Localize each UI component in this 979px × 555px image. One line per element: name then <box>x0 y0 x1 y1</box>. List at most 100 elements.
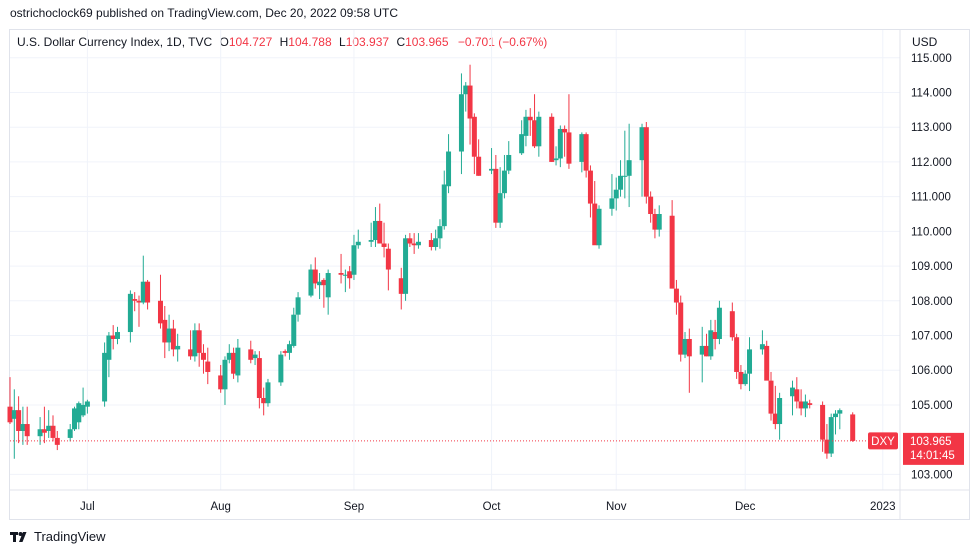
candle[interactable] <box>16 396 22 444</box>
candle[interactable] <box>278 351 284 386</box>
candle[interactable] <box>256 351 262 409</box>
candle[interactable] <box>441 170 447 230</box>
candle[interactable] <box>742 370 748 386</box>
candle[interactable] <box>527 108 533 136</box>
candle[interactable] <box>549 113 555 162</box>
candle[interactable] <box>669 200 675 289</box>
candle[interactable] <box>833 410 839 435</box>
candle[interactable] <box>196 323 202 367</box>
candle[interactable] <box>80 387 86 418</box>
candle[interactable] <box>777 392 783 440</box>
candle[interactable] <box>291 307 297 348</box>
candle[interactable] <box>493 154 499 228</box>
candle[interactable] <box>226 344 232 364</box>
candle[interactable] <box>403 234 409 301</box>
candle[interactable] <box>682 332 688 359</box>
candle[interactable] <box>712 319 718 350</box>
currency-label[interactable]: USD <box>912 35 938 49</box>
candle[interactable] <box>704 333 710 357</box>
candle[interactable] <box>347 266 353 289</box>
candle[interactable] <box>84 399 90 414</box>
candle[interactable] <box>110 325 116 350</box>
candle[interactable] <box>587 165 593 218</box>
candle[interactable] <box>592 181 598 246</box>
candle[interactable] <box>699 326 705 383</box>
candle[interactable] <box>286 340 292 360</box>
candle[interactable] <box>686 328 692 393</box>
candle[interactable] <box>355 229 361 249</box>
candle[interactable] <box>850 412 856 442</box>
candle[interactable] <box>437 219 443 249</box>
candle[interactable] <box>41 406 47 444</box>
candle[interactable] <box>506 141 512 175</box>
candle[interactable] <box>175 333 181 362</box>
candle[interactable] <box>643 122 649 204</box>
candle[interactable] <box>764 340 770 381</box>
candle[interactable] <box>553 146 559 166</box>
candle[interactable] <box>716 300 722 345</box>
candle[interactable] <box>114 326 120 345</box>
candle[interactable] <box>790 380 796 416</box>
candle[interactable] <box>132 292 138 312</box>
candle[interactable] <box>20 406 26 445</box>
time-axis[interactable]: Jul Aug Sep Oct Nov Dec 2023 <box>80 501 896 513</box>
candle[interactable] <box>613 177 619 211</box>
candle[interactable] <box>265 378 271 407</box>
candle[interactable] <box>308 264 314 298</box>
candle[interactable] <box>377 203 383 244</box>
candle[interactable] <box>729 302 735 341</box>
candle[interactable] <box>794 377 800 409</box>
candle[interactable] <box>489 148 495 175</box>
candle[interactable] <box>248 340 254 364</box>
candle[interactable] <box>7 377 13 425</box>
candle[interactable] <box>415 233 421 249</box>
candle[interactable] <box>235 338 241 383</box>
candle[interactable] <box>106 332 112 378</box>
candle[interactable] <box>738 365 744 390</box>
candle[interactable] <box>747 337 753 392</box>
candle[interactable] <box>295 292 301 322</box>
candle[interactable] <box>102 342 108 407</box>
candle[interactable] <box>532 94 538 149</box>
candle[interactable] <box>768 371 774 421</box>
candle[interactable] <box>639 123 645 197</box>
candle[interactable] <box>476 139 482 176</box>
candle[interactable] <box>536 111 542 157</box>
candle[interactable] <box>166 314 172 352</box>
candle[interactable] <box>562 125 568 157</box>
candle[interactable] <box>609 174 615 216</box>
candle[interactable] <box>252 351 258 366</box>
candle[interactable] <box>24 406 30 445</box>
candle[interactable] <box>188 330 194 360</box>
candle[interactable] <box>463 82 469 112</box>
candle[interactable] <box>708 319 714 360</box>
candle[interactable] <box>231 347 237 379</box>
candle[interactable] <box>282 349 288 357</box>
candle[interactable] <box>205 347 211 385</box>
candle[interactable] <box>140 255 146 305</box>
candle[interactable] <box>519 120 525 155</box>
candle[interactable] <box>458 73 464 175</box>
tradingview-brand[interactable]: TradingView <box>10 529 106 544</box>
candle[interactable] <box>467 64 473 145</box>
candle[interactable] <box>71 406 77 431</box>
candle[interactable] <box>37 417 43 445</box>
candle[interactable] <box>596 205 602 249</box>
candle[interactable] <box>446 134 452 194</box>
candle[interactable] <box>807 399 813 409</box>
candle[interactable] <box>162 306 168 359</box>
candle[interactable] <box>579 132 585 173</box>
candle[interactable] <box>501 154 507 199</box>
candle[interactable] <box>824 424 830 459</box>
candle[interactable] <box>312 257 318 289</box>
candle[interactable] <box>673 279 679 315</box>
candle[interactable] <box>11 389 17 459</box>
candle[interactable] <box>372 207 378 247</box>
candle[interactable] <box>622 130 628 199</box>
candle[interactable] <box>828 413 834 458</box>
candle[interactable] <box>802 394 808 418</box>
candle[interactable] <box>433 229 439 251</box>
candle[interactable] <box>222 356 228 405</box>
candle[interactable] <box>218 365 224 393</box>
